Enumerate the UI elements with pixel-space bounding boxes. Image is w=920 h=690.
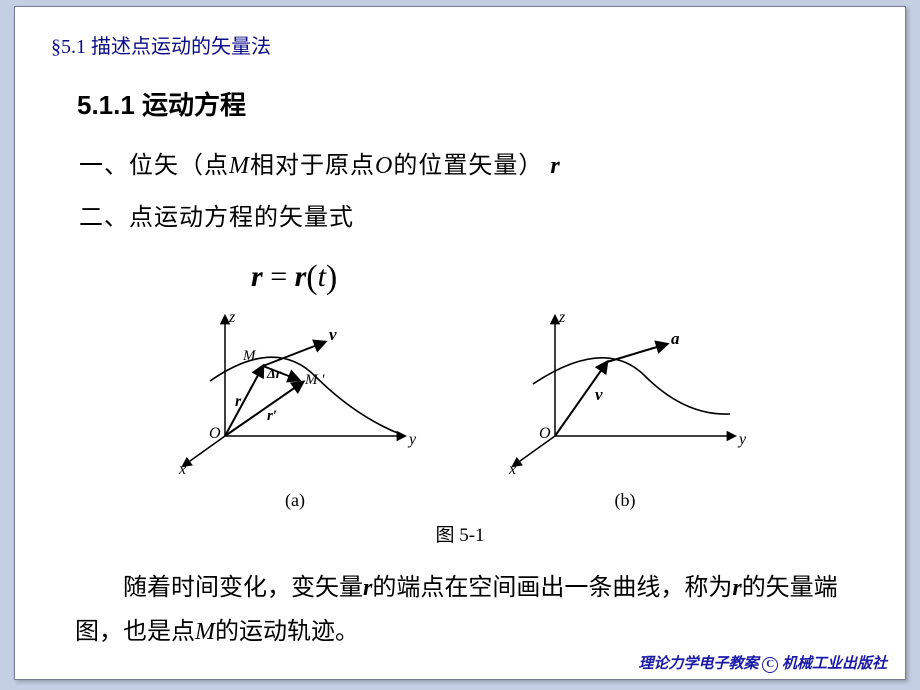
var-M: M [229,153,250,179]
eq-var: t [318,260,326,293]
content-area: §5.1 描述点运动的矢量法 5.1.1 运动方程 一、位矢（点M相对于原点O的… [15,7,905,654]
figure-b: z y x O v a (b) [495,306,755,515]
text: 一、位矢（点 [79,153,229,179]
axis-y-label: y [407,431,417,448]
axis-y-label: y [737,431,747,448]
list-item-1: 一、位矢（点M相对于原点O的位置矢量） r [79,147,869,185]
eq-rparen: ) [326,259,337,296]
vec-v-label: v [595,385,603,404]
diagram-b-svg: z y x O v a [495,306,755,474]
section-header: §5.1 描述点运动的矢量法 [51,31,869,63]
var-r: r [363,575,372,601]
var-r: r [550,153,560,179]
body-paragraph: 随着时间变化，变矢量r的端点在空间画出一条曲线，称为r的矢量端图，也是点M的运动… [75,566,845,655]
vec-a-label: a [671,329,680,348]
point-M-label: M [242,348,257,364]
eq-rhs-r: r [295,260,307,293]
vec-v-label: v [329,325,337,344]
var-r: r [732,575,741,601]
text: 的端点在空间画出一条曲线，称为 [372,575,732,601]
text: 相对于原点 [250,153,375,179]
footer-course: 理论力学电子教案 [638,656,758,672]
origin-label: O [209,425,221,442]
axis-z-label: z [228,309,236,326]
text: 随着时间变化，变矢量 [123,575,363,601]
eq-lparen: ( [306,259,317,296]
list-item-2: 二、点运动方程的矢量式 [79,199,869,237]
vec-r-label: r [235,393,242,410]
origin-label: O [539,425,551,442]
delta-r-label: Δr [266,367,282,382]
figure-caption: 图 5-1 [51,521,869,551]
copyright-icon: C [762,657,778,673]
diagram-a-svg: z y x O M M ′ r r′ Δr v [165,306,425,474]
axis-x-label: x [178,461,186,474]
footer-press: 机械工业出版社 [778,656,887,672]
figure-a-label: (a) [165,486,425,515]
eq-equals: = [263,260,295,293]
footer: 理论力学电子教案 C 机械工业出版社 [638,652,887,673]
equation: r = r(t) [251,251,869,305]
var-M: M [195,619,215,645]
vec-rp-label: r′ [267,408,277,424]
axis-x-label: x [508,461,516,474]
figure-b-label: (b) [495,486,755,515]
point-Mp-label: M ′ [304,372,325,388]
figure-row: z y x O M M ′ r r′ Δr v (a) [51,306,869,515]
subsection-title: 5.1.1 运动方程 [77,85,869,127]
text: 的运动轨迹。 [215,619,359,645]
axis-z-label: z [558,309,566,326]
eq-lhs: r [251,260,263,293]
slide: §5.1 描述点运动的矢量法 5.1.1 运动方程 一、位矢（点M相对于原点O的… [14,6,906,680]
text: 的位置矢量） [393,153,543,179]
figure-a: z y x O M M ′ r r′ Δr v (a) [165,306,425,515]
var-O: O [375,153,393,179]
